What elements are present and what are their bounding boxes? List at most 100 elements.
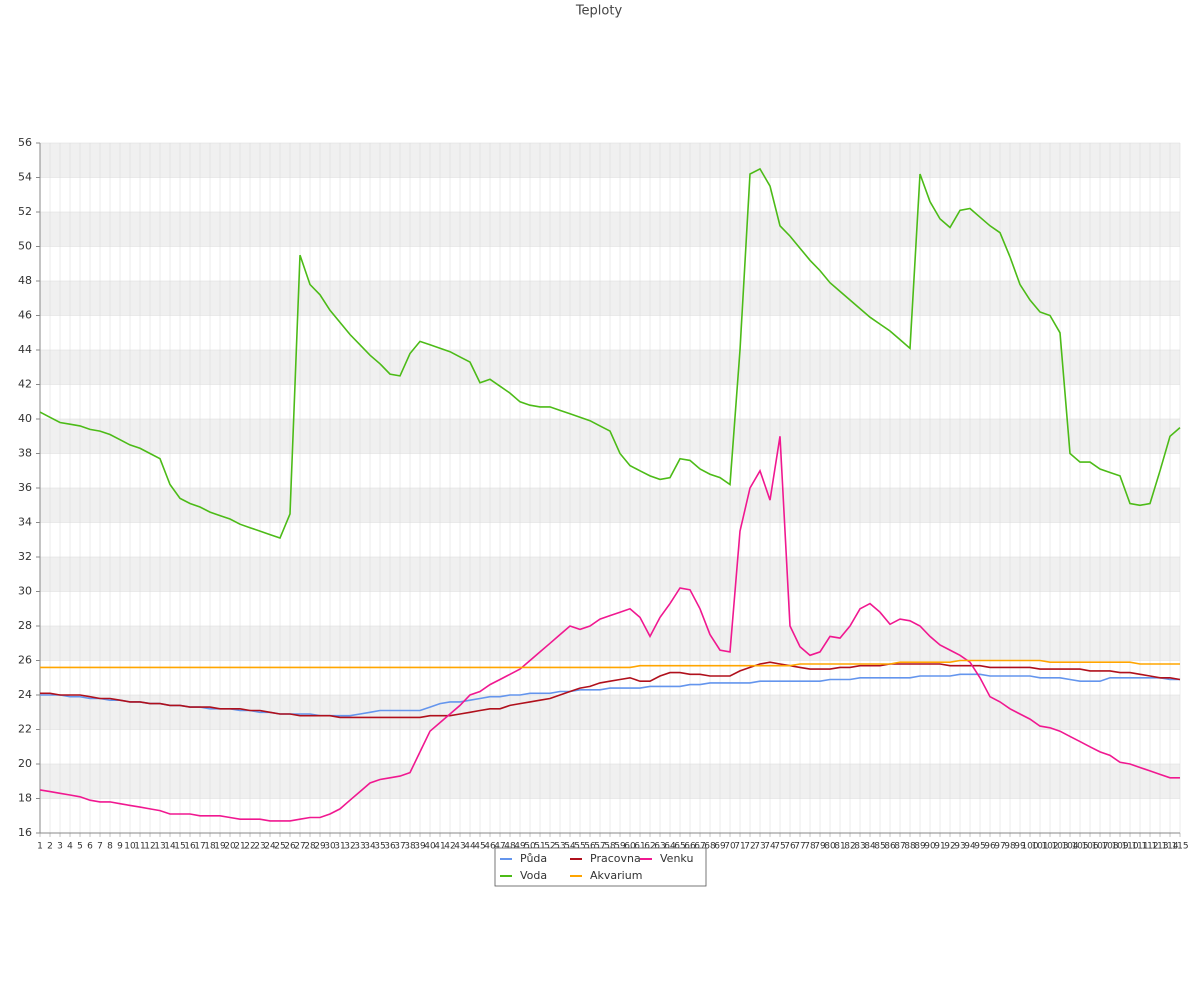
- x-tick-label: 75: [774, 842, 785, 852]
- y-tick-label: 34: [18, 516, 32, 529]
- x-tick-label: 109: [1111, 842, 1128, 852]
- x-tick-label: 20: [224, 842, 236, 852]
- x-tick-label: 44: [464, 842, 476, 852]
- x-tick-label: 47: [494, 842, 505, 852]
- x-tick-label: 80: [824, 842, 836, 852]
- x-tick-label: 39: [414, 842, 426, 852]
- x-tick-label: 79: [814, 842, 826, 852]
- x-tick-label: 58: [604, 842, 616, 852]
- x-tick-label: 74: [764, 842, 776, 852]
- x-tick-label: 73: [754, 842, 765, 852]
- y-tick-label: 46: [18, 309, 32, 322]
- x-tick-label: 54: [564, 842, 576, 852]
- x-tick-label: 2: [47, 842, 53, 852]
- x-tick-label: 37: [394, 842, 405, 852]
- x-tick-label: 94: [964, 842, 976, 852]
- legend-label: Venku: [660, 852, 693, 865]
- x-tick-label: 84: [864, 842, 876, 852]
- x-tick-label: 62: [644, 842, 655, 852]
- x-tick-label: 96: [984, 842, 996, 852]
- x-tick-label: 11: [134, 842, 145, 852]
- x-tick-label: 51: [534, 842, 545, 852]
- x-tick-label: 36: [384, 842, 396, 852]
- y-tick-label: 40: [18, 412, 32, 425]
- y-tick-label: 38: [18, 447, 32, 460]
- x-tick-label: 99: [1014, 842, 1026, 852]
- y-tick-label: 24: [18, 688, 32, 701]
- x-tick-label: 3: [57, 842, 63, 852]
- x-tick-label: 77: [794, 842, 805, 852]
- x-tick-label: 41: [434, 842, 445, 852]
- x-tick-label: 81: [834, 842, 845, 852]
- x-tick-label: 98: [1004, 842, 1016, 852]
- x-tick-label: 87: [894, 842, 905, 852]
- series-line: [40, 661, 1181, 719]
- x-tick-label: 70: [724, 842, 736, 852]
- legend-label: Pracovna: [590, 852, 641, 865]
- y-tick-label: 16: [18, 826, 32, 839]
- y-tick-label: 22: [18, 723, 32, 736]
- x-tick-label: 93: [954, 842, 965, 852]
- y-tick-label: 26: [18, 654, 32, 667]
- x-tick-label: 32: [344, 842, 355, 852]
- x-tick-label: 30: [324, 842, 336, 852]
- x-tick-label: 50: [524, 842, 536, 852]
- legend-label: Akvarium: [590, 869, 642, 882]
- x-tick-label: 97: [994, 842, 1005, 852]
- x-tick-label: 90: [924, 842, 936, 852]
- x-tick-label: 25: [274, 842, 285, 852]
- x-tick-label: 67: [694, 842, 705, 852]
- x-tick-label: 63: [654, 842, 665, 852]
- legend-label: Voda: [520, 869, 547, 882]
- y-tick-label: 52: [18, 205, 32, 218]
- x-tick-label: 65: [674, 842, 685, 852]
- x-tick-label: 82: [844, 842, 855, 852]
- x-tick-label: 106: [1081, 842, 1098, 852]
- y-tick-label: 44: [18, 343, 32, 356]
- x-tick-label: 4: [67, 842, 73, 852]
- x-tick-label: 59: [614, 842, 626, 852]
- x-tick-label: 91: [934, 842, 945, 852]
- x-tick-label: 60: [624, 842, 636, 852]
- x-tick-label: 10: [124, 842, 136, 852]
- series-line: [39, 436, 1180, 822]
- x-tick-label: 64: [664, 842, 676, 852]
- y-tick-label: 54: [18, 171, 32, 184]
- x-tick-label: 35: [374, 842, 385, 852]
- x-tick-label: 68: [704, 842, 716, 852]
- x-tick-label: 17: [194, 842, 205, 852]
- chart-title: Teploty: [575, 4, 623, 19]
- x-tick-label: 8: [107, 842, 113, 852]
- x-tick-label: 76: [784, 842, 796, 852]
- y-tick-label: 18: [18, 792, 32, 805]
- y-tick-label: 48: [18, 274, 32, 287]
- x-tick-label: 23: [254, 842, 265, 852]
- x-tick-label: 14: [164, 842, 176, 852]
- x-tick-label: 9: [117, 842, 123, 852]
- y-tick-label: 30: [18, 585, 32, 598]
- x-tick-label: 43: [454, 842, 465, 852]
- x-tick-label: 45: [474, 842, 485, 852]
- x-tick-label: 56: [584, 842, 596, 852]
- x-tick-label: 34: [364, 842, 376, 852]
- x-tick-label: 18: [204, 842, 216, 852]
- x-tick-label: 28: [304, 842, 316, 852]
- x-tick-label: 53: [554, 842, 565, 852]
- y-tick-label: 28: [18, 619, 32, 632]
- x-tick-label: 61: [634, 842, 645, 852]
- x-tick-label: 92: [944, 842, 955, 852]
- x-tick-label: 42: [444, 842, 455, 852]
- x-tick-label: 108: [1101, 842, 1118, 852]
- x-tick-label: 15: [174, 842, 185, 852]
- x-tick-label: 38: [404, 842, 416, 852]
- x-tick-label: 114: [1161, 842, 1178, 852]
- y-tick-label: 56: [18, 136, 32, 149]
- x-tick-label: 13: [154, 842, 165, 852]
- x-tick-label: 48: [504, 842, 516, 852]
- y-tick-label: 42: [18, 378, 32, 391]
- series-line: [40, 659, 1180, 669]
- x-tick-label: 21: [234, 842, 245, 852]
- x-tick-label: 112: [1141, 842, 1158, 852]
- x-tick-label: 102: [1041, 842, 1058, 852]
